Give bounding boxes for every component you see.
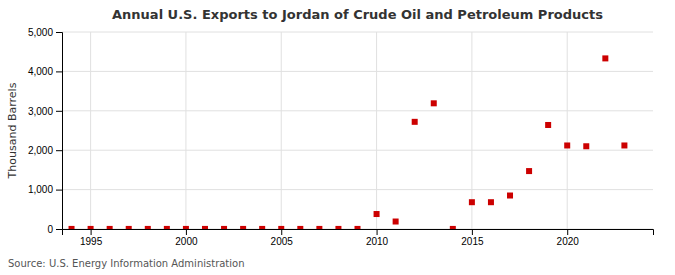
point xyxy=(526,168,532,174)
y-tick: 2,000 xyxy=(28,145,62,156)
point xyxy=(335,226,341,229)
x-tick-label: 1995 xyxy=(80,236,103,247)
y-tick-mark xyxy=(56,111,62,112)
grid-line-x xyxy=(567,32,568,229)
y-tick-label: 2,000 xyxy=(28,145,53,156)
y-tick-label: 3,000 xyxy=(28,106,53,117)
x-axis: 1995 2000 2005 2010 2015 2020 xyxy=(63,229,654,247)
y-tick-mark xyxy=(56,229,62,230)
x-tick-label: 2015 xyxy=(461,236,484,247)
point xyxy=(602,55,608,61)
point xyxy=(374,211,380,217)
y-tick: 4,000 xyxy=(28,66,62,77)
point xyxy=(469,199,475,205)
point xyxy=(316,226,322,229)
y-axis-title: Thousand Barrels xyxy=(6,82,19,179)
point xyxy=(393,219,399,225)
x-tick-label: 2005 xyxy=(271,236,294,247)
point xyxy=(183,226,189,229)
point xyxy=(297,226,303,229)
x-tick: 2015 xyxy=(461,229,484,247)
x-tick: 1995 xyxy=(80,229,103,247)
plot: 1995 2000 2005 2010 2015 2020 0 1,000 2,000 3,000… xyxy=(28,27,654,247)
y-tick: 1,000 xyxy=(28,184,62,195)
grid-line-x xyxy=(185,32,186,229)
grid-line-y xyxy=(62,71,653,72)
x-tick-label: 2000 xyxy=(175,236,198,247)
point xyxy=(278,226,284,229)
x-tick-mark xyxy=(472,229,473,235)
grid-line-x xyxy=(376,32,377,229)
y-tick-label: 0 xyxy=(47,224,53,235)
y-axis-line xyxy=(56,33,63,230)
x-tick: 2005 xyxy=(271,229,294,247)
point xyxy=(431,100,437,106)
x-tick-mark xyxy=(567,229,568,235)
y-tick: 5,000 xyxy=(28,27,62,38)
point xyxy=(259,226,265,229)
point xyxy=(621,142,627,148)
x-tick-mark xyxy=(281,229,282,235)
grid-line-y xyxy=(62,189,653,190)
grid-line-y xyxy=(62,150,653,151)
point xyxy=(69,226,75,229)
x-tick: 2010 xyxy=(366,229,389,247)
x-tick-mark xyxy=(377,229,378,235)
grid-line-x xyxy=(281,32,282,229)
point xyxy=(88,226,94,229)
x-tick: 2020 xyxy=(557,229,580,247)
y-tick-label: 5,000 xyxy=(28,27,53,38)
point xyxy=(126,226,132,229)
x-tick-label: 2020 xyxy=(557,236,580,247)
y-tick-mark xyxy=(56,190,62,191)
y-tick: 0 xyxy=(47,224,62,235)
point xyxy=(412,119,418,125)
point xyxy=(507,193,513,199)
point xyxy=(545,122,551,128)
point xyxy=(450,226,456,229)
x-tick-mark xyxy=(91,229,92,235)
point xyxy=(107,226,113,229)
point xyxy=(583,143,589,149)
point xyxy=(355,226,361,229)
chart: 1995 2000 2005 2010 2015 2020 0 1,000 2,000 3,000… xyxy=(0,0,675,275)
points xyxy=(69,55,628,229)
y-tick: 3,000 xyxy=(28,106,62,117)
x-tick-label: 2010 xyxy=(366,236,389,247)
grid-line-y xyxy=(62,32,653,33)
point xyxy=(488,199,494,205)
point xyxy=(240,226,246,229)
x-tick: 2000 xyxy=(175,229,198,247)
grid-line-x xyxy=(90,32,91,229)
grid-line-y xyxy=(62,110,653,111)
point xyxy=(164,226,170,229)
point xyxy=(202,226,208,229)
annotation: Source: U.S. Energy Information Administ… xyxy=(8,258,245,269)
x-axis-line xyxy=(63,230,654,236)
point xyxy=(145,226,151,229)
point xyxy=(221,226,227,229)
title: Annual U.S. Exports to Jordan of Crude O… xyxy=(112,7,603,22)
y-tick-mark xyxy=(56,71,62,72)
y-tick-mark xyxy=(56,32,62,33)
y-tick-label: 4,000 xyxy=(28,66,53,77)
y-tick-mark xyxy=(56,150,62,151)
grid xyxy=(62,32,653,229)
point xyxy=(564,142,570,148)
x-tick-mark xyxy=(186,229,187,235)
y-tick-label: 1,000 xyxy=(28,184,53,195)
y-axis: 0 1,000 2,000 3,000 4,000 5,000 xyxy=(28,27,63,235)
